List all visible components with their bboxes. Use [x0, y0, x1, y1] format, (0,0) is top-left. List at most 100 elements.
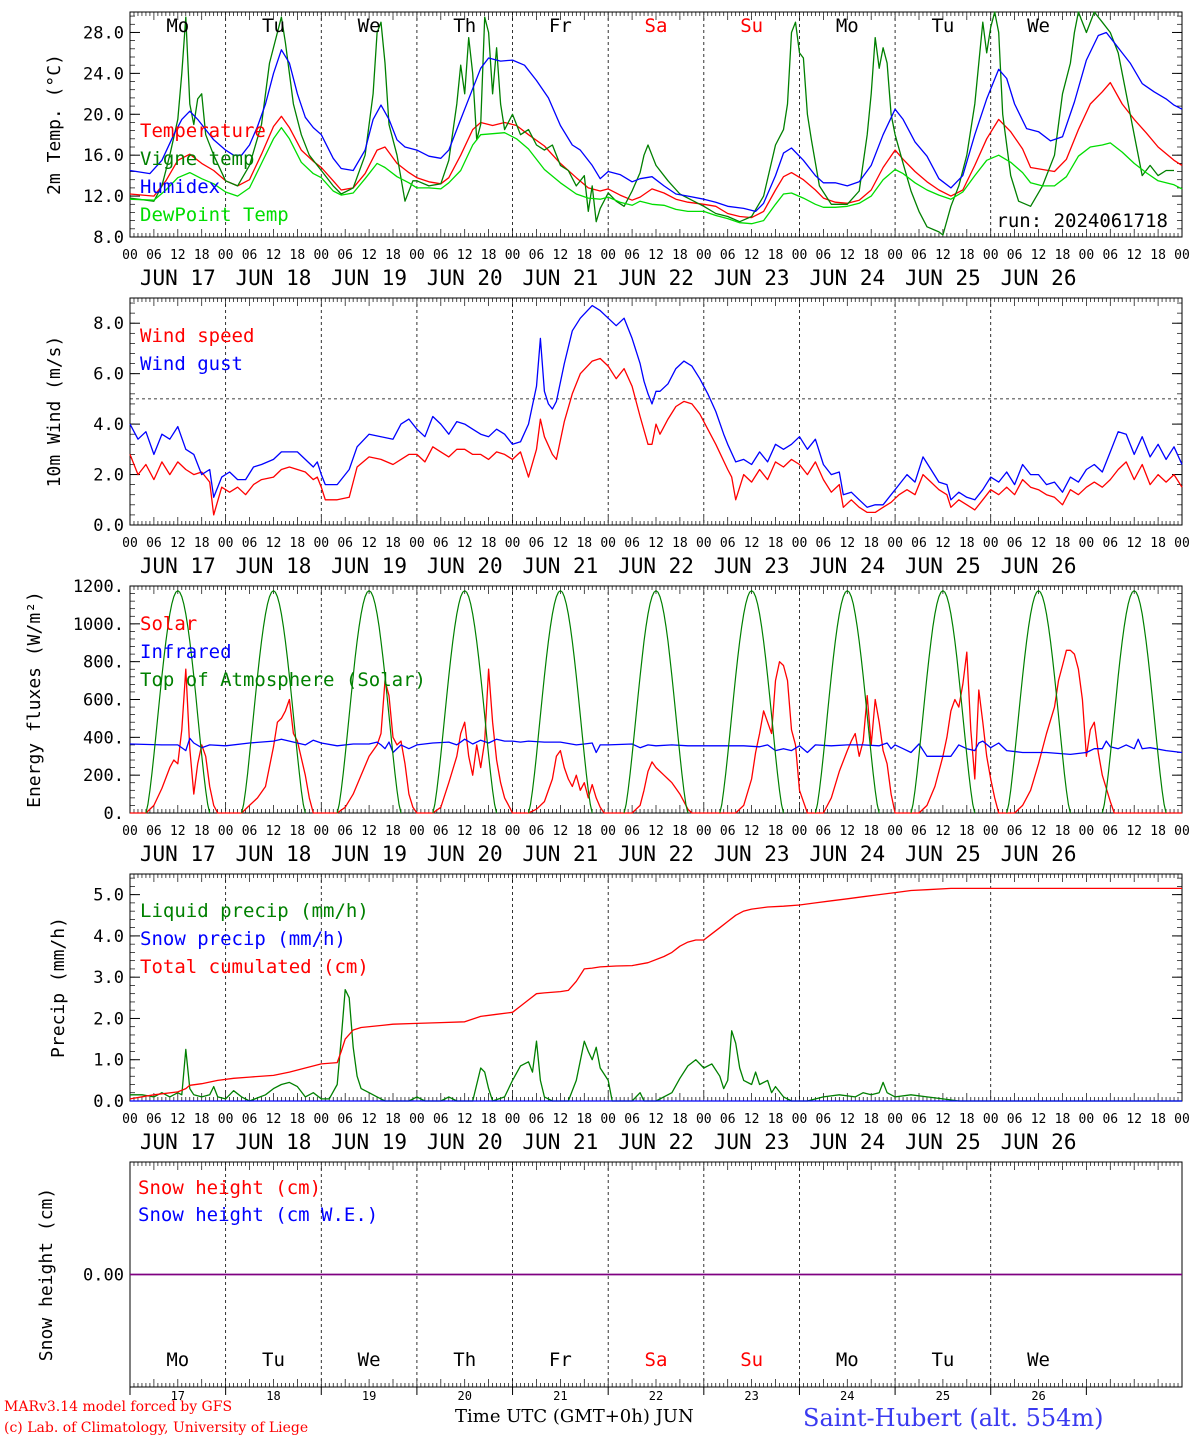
hour-label: 00 — [409, 1112, 425, 1127]
hour-label: 06 — [720, 248, 736, 263]
hour-label: 00 — [887, 1112, 903, 1127]
hour-label: 12 — [457, 248, 473, 263]
wind-panel: 0.0 2.0 4.0 6.0 8.0 10m Wind (m/s) 00 06 12 18 00 0… — [44, 297, 1190, 578]
hour-label: 18 — [576, 536, 592, 551]
hour-label: 18 — [1150, 536, 1166, 551]
date-label: JUN 25 — [905, 554, 981, 578]
day-number: 26 — [1031, 1389, 1045, 1403]
y-tick-label: 800. — [83, 653, 124, 673]
hour-label: 06 — [911, 248, 927, 263]
date-label: JUN 21 — [522, 842, 598, 866]
day-number: 24 — [840, 1389, 854, 1403]
y-tick-label: 1000. — [73, 615, 124, 635]
date-label: JUN 20 — [427, 266, 503, 290]
hour-label: 06 — [337, 1112, 353, 1127]
hour-label: 06 — [242, 1112, 258, 1127]
hour-label: 18 — [481, 248, 497, 263]
snow-panel: 0.00 Snow height (cm) Snow height (cm) Snow… — [36, 1161, 1183, 1403]
weekday-label: Tu — [262, 15, 285, 37]
y-tick-label: 1.0 — [93, 1051, 124, 1071]
date-label: JUN 17 — [140, 1130, 216, 1154]
date-label: JUN 18 — [236, 554, 312, 578]
y-tick-label: 8.0 — [93, 228, 124, 248]
y-tick-label: 1200. — [73, 577, 124, 597]
date-label: JUN 18 — [236, 842, 312, 866]
y-tick-label: 0.00 — [83, 1266, 124, 1286]
hour-label: 00 — [409, 248, 425, 263]
hour-label: 00 — [1174, 536, 1190, 551]
hour-label: 12 — [935, 1112, 951, 1127]
y-tick-label: 3.0 — [93, 968, 124, 988]
hour-label: 18 — [1055, 248, 1071, 263]
weekday-label: Tu — [931, 15, 954, 37]
date-label: JUN 24 — [809, 554, 885, 578]
weekday-label: Th — [453, 15, 476, 37]
legend-entry: Humidex — [140, 176, 220, 198]
temp-ylabel: 2m Temp. (°C) — [44, 54, 65, 195]
series-solar — [130, 649, 1182, 814]
hour-label: 18 — [1150, 248, 1166, 263]
legend-entry: Snow height (cm) — [138, 1177, 321, 1199]
hour-label: 18 — [768, 1112, 784, 1127]
date-label: JUN 21 — [522, 554, 598, 578]
series-vigne-temp — [129, 11, 1174, 236]
date-label: JUN 22 — [618, 266, 694, 290]
hour-label: 00 — [122, 536, 138, 551]
hour-label: 00 — [313, 1112, 329, 1127]
y-tick-label: 400. — [83, 728, 124, 748]
hour-label: 18 — [385, 536, 401, 551]
hour-label: 06 — [1102, 248, 1118, 263]
y-tick-label: 12.0 — [83, 187, 124, 207]
station-name: Saint-Hubert (alt. 554m) — [803, 1404, 1104, 1432]
credit-model: MARv3.14 model forced by GFS — [4, 1399, 233, 1415]
series-wind-speed — [129, 357, 1183, 516]
y-tick-label: 28.0 — [83, 23, 124, 43]
legend-entry: Wind gust — [140, 353, 243, 375]
weekday-label: Mo — [836, 1349, 859, 1371]
legend-entry: Total cumulated (cm) — [140, 956, 369, 978]
hour-label: 18 — [481, 824, 497, 839]
hour-label: 06 — [529, 536, 545, 551]
time-axis-caption: Time UTC (GMT+0h) JUN — [455, 1406, 694, 1427]
hour-label: 06 — [242, 536, 258, 551]
date-label: JUN 26 — [1001, 266, 1077, 290]
hour-label: 06 — [720, 824, 736, 839]
legend-entry: Infrared — [140, 641, 232, 663]
hour-label: 00 — [983, 1112, 999, 1127]
hour-label: 06 — [242, 824, 258, 839]
weekday-label: Mo — [166, 1349, 189, 1371]
series-top-of-atmosphere — [145, 589, 1167, 814]
hour-label: 12 — [935, 824, 951, 839]
hour-label: 06 — [433, 824, 449, 839]
hour-label: 06 — [529, 824, 545, 839]
hour-label: 12 — [744, 1112, 760, 1127]
hour-label: 00 — [887, 824, 903, 839]
temp-panel: 8.0 12.0 16.0 20.0 24.0 28.0 2m Temp. (°C) 00 06… — [44, 11, 1190, 290]
hour-label: 00 — [313, 248, 329, 263]
y-tick-label: 2.0 — [93, 466, 124, 486]
hour-label: 00 — [122, 824, 138, 839]
date-label: JUN 21 — [522, 266, 598, 290]
hour-label: 12 — [648, 248, 664, 263]
date-label: JUN 19 — [331, 266, 407, 290]
series-total-cumulated-cm — [129, 887, 1182, 1100]
hour-label: 12 — [266, 1112, 282, 1127]
hour-label: 12 — [553, 1112, 569, 1127]
y-tick-label: 4.0 — [93, 927, 124, 947]
hour-label: 12 — [361, 536, 377, 551]
date-label: JUN 26 — [1001, 554, 1077, 578]
hour-label: 00 — [696, 1112, 712, 1127]
hour-label: 12 — [266, 824, 282, 839]
hour-label: 12 — [553, 248, 569, 263]
weekday-label: Tu — [262, 1349, 285, 1371]
hour-label: 18 — [959, 536, 975, 551]
hour-label: 12 — [744, 536, 760, 551]
hour-label: 18 — [863, 1112, 879, 1127]
hour-label: 00 — [409, 824, 425, 839]
hour-label: 06 — [433, 536, 449, 551]
hour-label: 18 — [959, 824, 975, 839]
series-humidex — [129, 31, 1183, 213]
date-label: JUN 22 — [618, 842, 694, 866]
weekday-label: We — [1027, 1349, 1050, 1371]
hour-label: 06 — [624, 536, 640, 551]
